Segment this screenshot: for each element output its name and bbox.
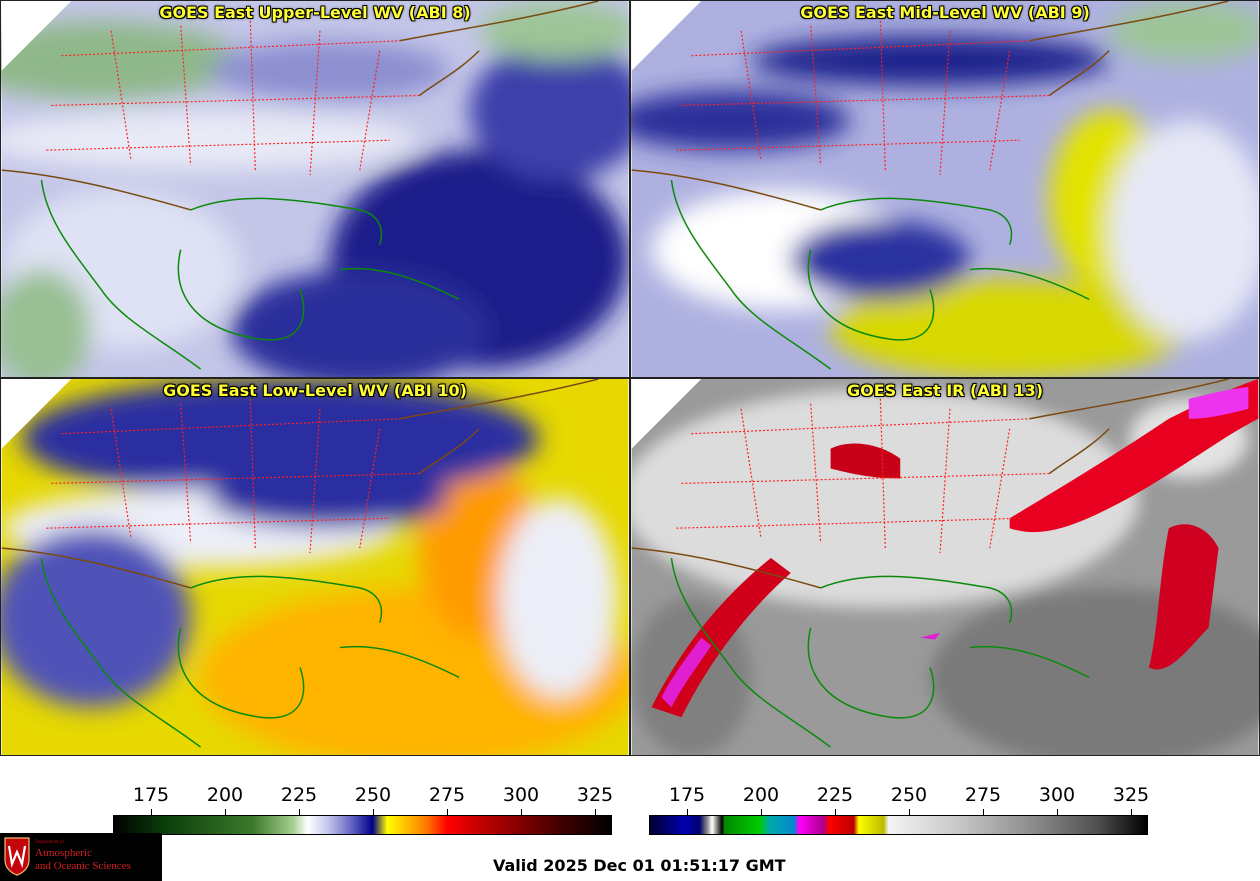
logo-name-line1: Atmospheric [35, 847, 92, 859]
colorbar-tick-mark [1057, 809, 1058, 815]
aos-logo: Department of Atmospheric and Oceanic Sc… [0, 833, 162, 881]
colorbar-ir [649, 815, 1148, 835]
panel-mid-level-wv: GOES East Mid-Level WV (ABI 9) [630, 0, 1260, 378]
colorbar-ir-tick: 300 [1038, 784, 1076, 806]
valid-time: Valid 2025 Dec 01 01:51:17 GMT [493, 856, 786, 875]
colorbar-ir-tick: 200 [742, 784, 780, 806]
map-overlay-ir [631, 379, 1229, 748]
satellite-image-ir [631, 379, 1259, 755]
panel-ir: GOES East IR (ABI 13) [630, 378, 1260, 756]
panel-title: GOES East IR (ABI 13) [846, 381, 1044, 400]
colorbar-tick-mark [447, 809, 448, 815]
colorbar-ir-tick: 325 [1112, 784, 1150, 806]
map-overlay-upper [1, 1, 599, 370]
colorbar-tick-mark [225, 809, 226, 815]
colorbar-wv-tick: 250 [354, 784, 392, 806]
panel-title: GOES East Low-Level WV (ABI 10) [163, 381, 467, 400]
colorbar-wv-tick: 225 [280, 784, 318, 806]
colorbar-tick-mark [909, 809, 910, 815]
colorbar-wv-tick: 300 [502, 784, 540, 806]
panel-title: GOES East Upper-Level WV (ABI 8) [159, 3, 471, 22]
colorbar-tick-mark [983, 809, 984, 815]
colorbar-wv [113, 815, 612, 835]
panel-low-level-wv: GOES East Low-Level WV (ABI 10) [0, 378, 630, 756]
colorbar-wv-tick: 200 [206, 784, 244, 806]
colorbar-tick-mark [373, 809, 374, 815]
satellite-image-mid-wv [631, 1, 1259, 377]
panel-upper-level-wv: GOES East Upper-Level WV (ABI 8) [0, 0, 630, 378]
logo-name-line2: and Oceanic Sciences [35, 860, 131, 872]
colorbar-ir-tick: 250 [890, 784, 928, 806]
map-overlay-low [1, 379, 599, 748]
satellite-image-upper-wv [1, 1, 629, 377]
satellite-image-low-wv [1, 379, 629, 755]
panel-title: GOES East Mid-Level WV (ABI 9) [800, 3, 1090, 22]
colorbar-tick-mark [761, 809, 762, 815]
colorbar-tick-mark [835, 809, 836, 815]
colorbar-ir-tick: 175 [668, 784, 706, 806]
colorbar-tick-mark [595, 809, 596, 815]
colorbar-tick-mark [687, 809, 688, 815]
colorbar-tick-mark [299, 809, 300, 815]
map-overlay-mid [631, 1, 1229, 370]
colorbar-ir-tick: 225 [816, 784, 854, 806]
uw-crest-icon [4, 837, 30, 876]
colorbar-wv-tick: 275 [428, 784, 466, 806]
colorbar-tick-mark [1131, 809, 1132, 815]
colorbar-wv-tick: 325 [576, 784, 614, 806]
colorbar-ir-tick: 275 [964, 784, 1002, 806]
colorbar-wv-tick: 175 [132, 784, 170, 806]
colorbar-tick-mark [151, 809, 152, 815]
logo-department-text: Department of [35, 840, 65, 845]
colorbar-tick-mark [521, 809, 522, 815]
